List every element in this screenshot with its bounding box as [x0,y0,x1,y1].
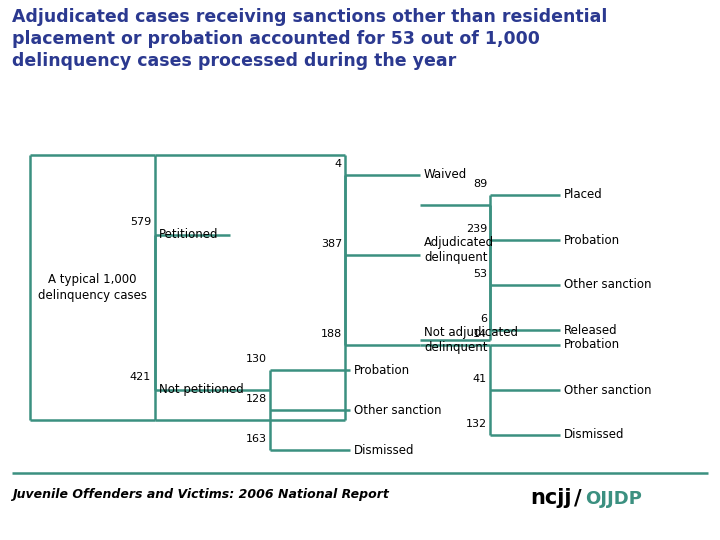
Text: 14: 14 [473,329,487,339]
Text: 53: 53 [473,269,487,279]
Text: Other sanction: Other sanction [354,403,441,416]
Text: Dismissed: Dismissed [354,443,415,456]
Text: 163: 163 [246,434,267,444]
Text: Probation: Probation [564,339,620,352]
Text: Not adjudicated
delinquent: Not adjudicated delinquent [424,326,518,354]
Text: Not petitioned: Not petitioned [159,383,244,396]
Text: Other sanction: Other sanction [564,279,652,292]
Text: 128: 128 [246,394,267,404]
Text: 421: 421 [130,372,151,382]
Text: 579: 579 [130,217,151,227]
Text: 239: 239 [466,224,487,234]
Text: Waived: Waived [424,168,467,181]
Text: 130: 130 [246,354,267,364]
Text: 4: 4 [335,159,342,169]
Text: Placed: Placed [564,188,603,201]
Text: 387: 387 [320,239,342,249]
Text: Petitioned: Petitioned [159,228,218,241]
Text: Probation: Probation [564,233,620,246]
Text: Adjudicated
delinquent: Adjudicated delinquent [424,236,494,264]
Text: 188: 188 [320,329,342,339]
Text: 132: 132 [466,419,487,429]
Text: Dismissed: Dismissed [564,429,624,442]
Text: 6: 6 [480,314,487,324]
Text: Other sanction: Other sanction [564,383,652,396]
Text: A typical 1,000
delinquency cases: A typical 1,000 delinquency cases [38,273,147,301]
Text: ncjj: ncjj [530,488,572,508]
Text: Probation: Probation [354,363,410,376]
Text: 89: 89 [473,179,487,189]
Text: /: / [574,488,582,508]
Text: Released: Released [564,323,618,336]
Text: Adjudicated cases receiving sanctions other than residential
placement or probat: Adjudicated cases receiving sanctions ot… [12,8,608,70]
Text: OJJDP: OJJDP [585,490,642,508]
Text: 41: 41 [473,374,487,384]
Text: Juvenile Offenders and Victims: 2006 National Report: Juvenile Offenders and Victims: 2006 Nat… [12,488,389,501]
